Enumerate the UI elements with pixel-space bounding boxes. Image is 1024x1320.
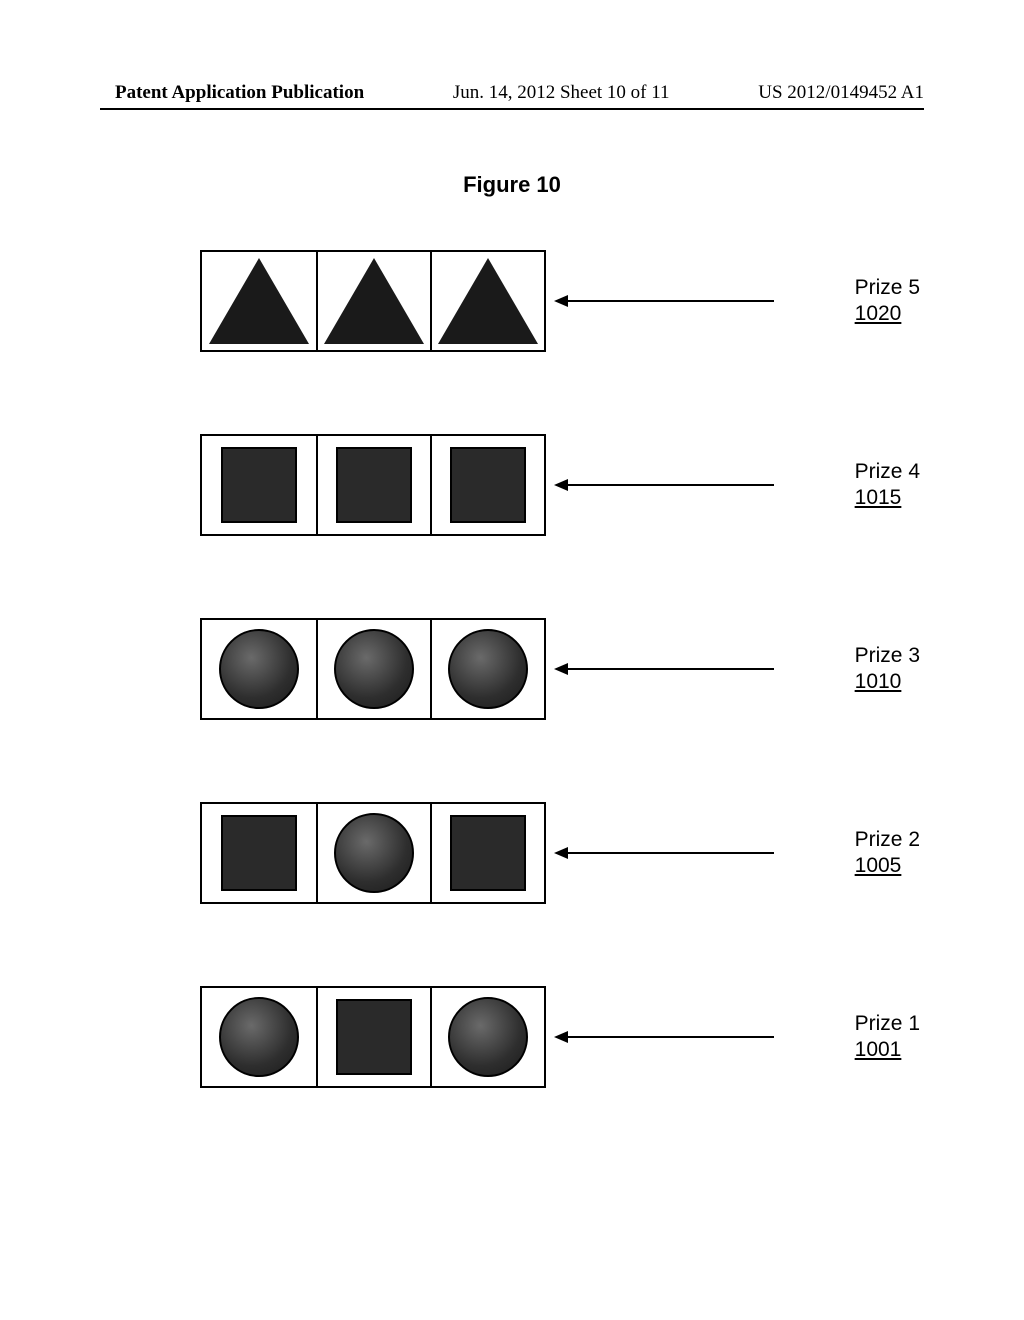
- prize-row: Prize 31010: [200, 618, 920, 720]
- prize-name: Prize 5: [855, 276, 920, 299]
- reference-number: 1001: [855, 1037, 920, 1063]
- publication-label: Patent Application Publication: [115, 82, 364, 104]
- circle-icon: [334, 629, 414, 709]
- sheet-date: Jun. 14, 2012 Sheet 10 of 11: [453, 82, 670, 104]
- symbol-reel: [200, 250, 546, 352]
- prize-label: Prize 21005: [855, 827, 920, 880]
- reel-cell: [430, 252, 544, 350]
- circle-icon: [219, 997, 299, 1077]
- header-rule: [100, 108, 924, 110]
- reel-cell: [316, 252, 430, 350]
- figure-10-diagram: Prize 51020 Prize 41015 Prize 31010 Priz…: [200, 250, 920, 1170]
- circle-icon: [334, 813, 414, 893]
- prize-label: Prize 51020: [855, 275, 920, 328]
- prize-name: Prize 4: [855, 460, 920, 483]
- reference-number: 1005: [855, 853, 920, 879]
- circle-icon: [219, 629, 299, 709]
- square-icon: [450, 447, 526, 523]
- reel-cell: [202, 804, 316, 902]
- square-icon: [336, 447, 412, 523]
- callout-arrow: [554, 659, 851, 679]
- callout-arrow: [554, 843, 851, 863]
- callout-arrow: [554, 291, 851, 311]
- publication-number: US 2012/0149452 A1: [758, 82, 924, 104]
- reel-cell: [316, 620, 430, 718]
- symbol-reel: [200, 618, 546, 720]
- symbol-reel: [200, 802, 546, 904]
- square-icon: [336, 999, 412, 1075]
- prize-name: Prize 3: [855, 644, 920, 667]
- triangle-icon: [209, 258, 309, 344]
- reference-number: 1020: [855, 301, 920, 327]
- prize-row: Prize 51020: [200, 250, 920, 352]
- square-icon: [221, 447, 297, 523]
- reel-cell: [316, 988, 430, 1086]
- prize-label: Prize 41015: [855, 459, 920, 512]
- reference-number: 1010: [855, 669, 920, 695]
- reel-cell: [202, 252, 316, 350]
- reel-cell: [316, 436, 430, 534]
- figure-title: Figure 10: [0, 172, 1024, 198]
- reel-cell: [202, 436, 316, 534]
- page-header: Patent Application Publication Jun. 14, …: [115, 82, 924, 104]
- prize-row: Prize 41015: [200, 434, 920, 536]
- reel-cell: [430, 988, 544, 1086]
- triangle-icon: [324, 258, 424, 344]
- circle-icon: [448, 629, 528, 709]
- prize-label: Prize 11001: [855, 1011, 920, 1064]
- reference-number: 1015: [855, 485, 920, 511]
- reel-cell: [430, 436, 544, 534]
- prize-label: Prize 31010: [855, 643, 920, 696]
- symbol-reel: [200, 434, 546, 536]
- square-icon: [221, 815, 297, 891]
- prize-name: Prize 2: [855, 828, 920, 851]
- reel-cell: [316, 804, 430, 902]
- reel-cell: [430, 620, 544, 718]
- prize-name: Prize 1: [855, 1012, 920, 1035]
- square-icon: [450, 815, 526, 891]
- symbol-reel: [200, 986, 546, 1088]
- reel-cell: [202, 988, 316, 1086]
- reel-cell: [202, 620, 316, 718]
- prize-row: Prize 21005: [200, 802, 920, 904]
- callout-arrow: [554, 475, 851, 495]
- reel-cell: [430, 804, 544, 902]
- circle-icon: [448, 997, 528, 1077]
- callout-arrow: [554, 1027, 851, 1047]
- triangle-icon: [438, 258, 538, 344]
- prize-row: Prize 11001: [200, 986, 920, 1088]
